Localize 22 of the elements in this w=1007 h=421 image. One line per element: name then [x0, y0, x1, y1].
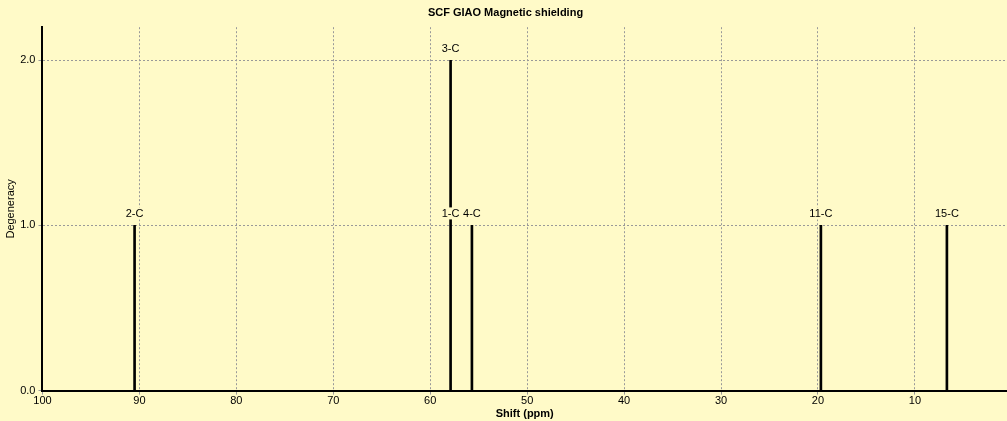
x-tick-label: 20 [811, 394, 825, 407]
y-axis-title: Degeneracy [3, 178, 16, 239]
x-tick-label: 30 [714, 394, 728, 407]
x-tick-label: 10 [908, 394, 922, 407]
x-tick-label: 40 [617, 394, 631, 407]
annotation: 3-C [441, 41, 460, 54]
x-axis-title: Shift (ppm) [495, 407, 555, 420]
annotation: 4-C [463, 206, 481, 219]
x-tick-label: 50 [521, 394, 534, 407]
y-tick-label: 2.0 [20, 53, 36, 66]
x-tick-label: 70 [327, 394, 340, 407]
x-tick-label: 80 [230, 394, 243, 407]
x-tick-label: 60 [424, 394, 437, 407]
x-tick-label: 100 [33, 394, 52, 407]
annotation: 15-C [934, 206, 959, 219]
annotation: 11-C [809, 206, 833, 219]
y-tick-label: 1.0 [20, 218, 36, 231]
annotation: 1-C [441, 206, 460, 219]
y-tick-label: 0.0 [20, 383, 36, 396]
chart-title: SCF GIAO Magnetic shielding [427, 5, 584, 18]
x-tick-label: 90 [133, 394, 146, 407]
annotation: 2-C [125, 206, 144, 219]
